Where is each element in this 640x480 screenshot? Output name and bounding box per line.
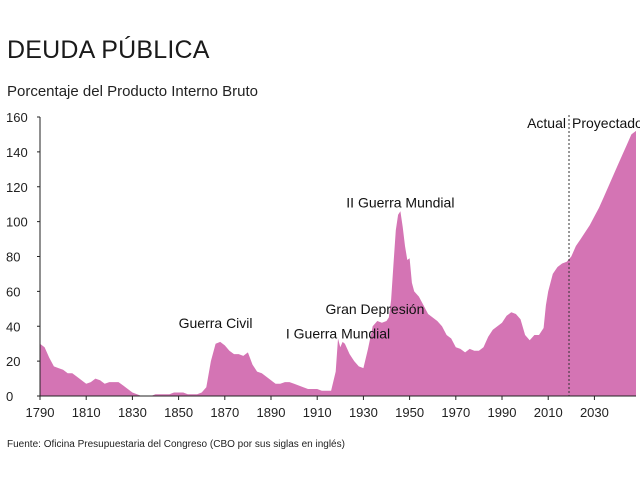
source-note: Fuente: Oficina Presupuestaria del Congr… <box>7 439 345 450</box>
y-tick-label: 40 <box>6 319 20 334</box>
x-tick-label: 1970 <box>441 405 470 420</box>
x-tick-label: 1990 <box>488 405 517 420</box>
x-tick-label: 2010 <box>534 405 563 420</box>
y-tick-label: 160 <box>6 110 28 125</box>
x-tick-label: 1810 <box>72 405 101 420</box>
x-tick-label: 1950 <box>395 405 424 420</box>
y-axis-title: Porcentaje del Producto Interno Bruto <box>7 83 258 100</box>
y-tick-label: 120 <box>6 180 28 195</box>
y-tick-label: 140 <box>6 145 28 160</box>
period-label-actual: Actual <box>527 115 566 131</box>
period-label-projected: Proyectado <box>572 115 640 131</box>
y-tick-label: 60 <box>6 284 20 299</box>
x-tick-label: 1790 <box>26 405 55 420</box>
y-tick-label: 0 <box>6 389 13 404</box>
x-tick-label: 1930 <box>349 405 378 420</box>
event-annotation: Guerra Civil <box>179 315 253 331</box>
event-annotation: I Guerra Mundial <box>286 325 390 341</box>
y-tick-label: 100 <box>6 215 28 230</box>
y-tick-label: 80 <box>6 250 20 265</box>
x-tick-label: 1830 <box>118 405 147 420</box>
x-tick-label: 1890 <box>257 405 286 420</box>
x-tick-label: 1850 <box>164 405 193 420</box>
y-tick-label: 20 <box>6 354 20 369</box>
chart-title: DEUDA PÚBLICA <box>7 36 210 64</box>
event-annotation: II Guerra Mundial <box>346 195 454 211</box>
plot-area: 0 20 40 60 80 100 120 140 160 1790 1810 1830 1850 187… <box>6 110 640 420</box>
x-tick-label: 2030 <box>580 405 609 420</box>
x-tick-label: 1870 <box>210 405 239 420</box>
event-annotation: Gran Depresión <box>326 301 425 317</box>
debt-area-series <box>40 130 636 396</box>
x-tick-label: 1910 <box>303 405 332 420</box>
